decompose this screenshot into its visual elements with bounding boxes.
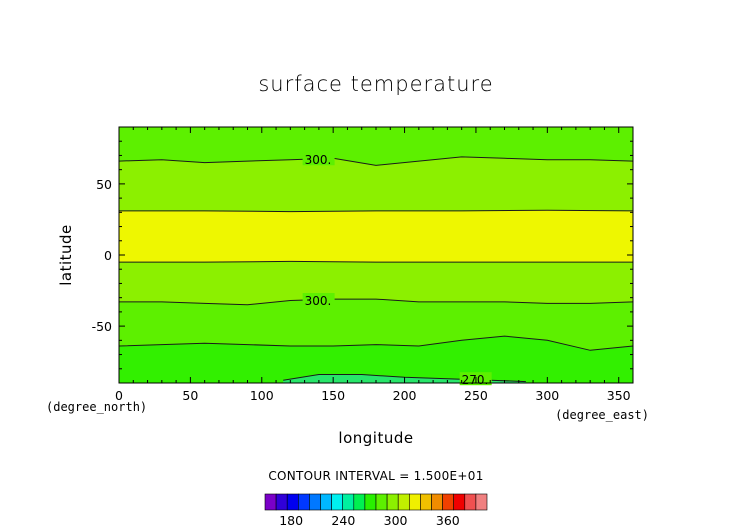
- axis-ticks: 0 50 100 150 200 250 300 350 -50 0 50: [92, 127, 633, 403]
- x-tick-label: 350: [607, 388, 631, 403]
- band-fill: [119, 336, 633, 383]
- contour-label: 270.: [462, 373, 489, 387]
- y-axis-units: (degree_north): [46, 400, 147, 414]
- contour-line-315: [119, 260, 633, 263]
- colorbar-swatch: [342, 493, 355, 511]
- contour-line-300: [118, 156, 634, 166]
- contour-label: 300.: [305, 294, 332, 308]
- chart-title: surface temperature: [258, 72, 493, 96]
- y-tick-label: 50: [96, 177, 112, 192]
- contour-line-315: [119, 209, 634, 213]
- band-fill: [119, 127, 633, 166]
- colorbar-swatch: [320, 493, 332, 511]
- x-tick-label: 150: [321, 388, 345, 403]
- x-tick-label: 100: [250, 388, 274, 403]
- colorbar-swatch: [475, 493, 488, 511]
- x-tick-label: 0: [115, 388, 123, 403]
- band-fill: [119, 210, 633, 263]
- contour-label-bg: [302, 293, 335, 307]
- plot-fill: [119, 127, 633, 383]
- colorbar-swatch: [464, 493, 477, 511]
- colorbar-swatch: [353, 493, 366, 511]
- colorbar-swatch: [309, 493, 321, 511]
- colorbar-swatch: [297, 493, 310, 511]
- contour-label: 300.: [305, 153, 332, 167]
- colorbar-swatch: [364, 493, 377, 511]
- band-fill: [119, 299, 633, 351]
- contour-line-300: [119, 298, 634, 306]
- contour-interval-label: CONTOUR INTERVAL = 1.500E+01: [268, 469, 483, 483]
- colorbar-swatch: [375, 493, 388, 511]
- x-tick-label: 250: [464, 388, 488, 403]
- colorbar: 180 240 300 360: [264, 493, 488, 528]
- colorbar-swatch: [431, 493, 443, 511]
- colorbar-swatch: [453, 493, 466, 511]
- colorbar-swatch: [442, 493, 455, 511]
- colorbar-swatch: [264, 493, 277, 511]
- colorbar-swatch: [420, 493, 432, 511]
- y-axis-label: latitude: [57, 224, 75, 286]
- colorbar-swatch: [386, 493, 399, 511]
- colorbar-swatch: [331, 493, 344, 511]
- y-tick-label: -50: [92, 319, 112, 334]
- colorbar-tick-label: 300: [384, 513, 408, 528]
- y-tick-label: 0: [104, 248, 112, 263]
- x-tick-label: 300: [535, 388, 559, 403]
- contour-line-285: [118, 335, 634, 351]
- band-fill: [119, 156, 633, 212]
- x-tick-label: 50: [182, 388, 198, 403]
- colorbar-tick-label: 360: [436, 513, 460, 528]
- colorbar-swatch: [286, 493, 299, 511]
- x-tick-label: 200: [393, 388, 417, 403]
- band-fill: [119, 261, 633, 305]
- colorbar-tick-label: 240: [331, 513, 355, 528]
- x-axis-units: (degree_east): [555, 408, 649, 422]
- colorbar-swatch: [275, 493, 288, 511]
- x-axis-label: longitude: [338, 429, 413, 447]
- contour-label-bg: [302, 152, 335, 166]
- colorbar-swatch: [397, 493, 410, 511]
- colorbar-swatch: [408, 493, 421, 511]
- colorbar-tick-label: 180: [279, 513, 303, 528]
